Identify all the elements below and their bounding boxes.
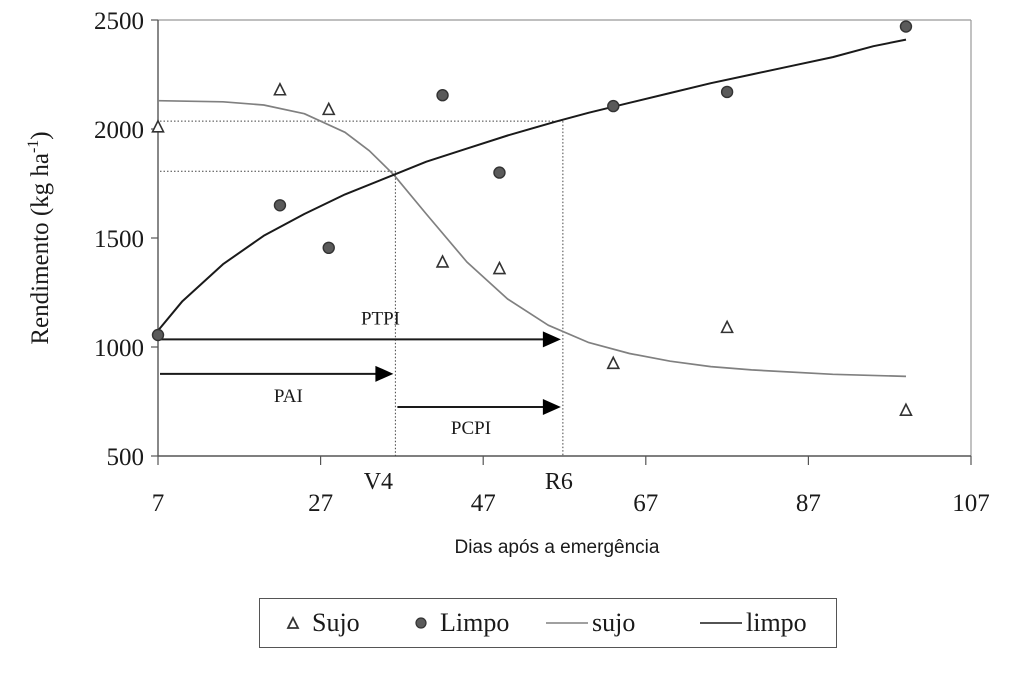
x-tick-label: 67 bbox=[633, 490, 658, 517]
circle-marker-limpo bbox=[436, 89, 449, 102]
legend-item-limpo-line: limpo bbox=[700, 599, 807, 647]
circle-marker-limpo bbox=[607, 99, 620, 113]
stage-label-v4: V4 bbox=[364, 469, 393, 495]
circle-marker-limpo bbox=[273, 199, 287, 212]
triangle-marker-sujo bbox=[606, 355, 621, 370]
triangle-marker-sujo bbox=[899, 402, 913, 417]
circle-marker-limpo bbox=[493, 166, 506, 179]
circle-marker-limpo bbox=[720, 85, 734, 99]
circle-marker-limpo bbox=[151, 328, 165, 342]
circle-marker-limpo bbox=[322, 241, 335, 255]
data-points bbox=[151, 20, 913, 417]
black-line-icon bbox=[700, 622, 742, 624]
y-axis-label: Rendimento (kg ha-1) bbox=[25, 131, 54, 344]
yield-chart: 500 1000 1500 2000 2500 7 27 47 67 87 107 V4 R6 PT… bbox=[25, 8, 990, 558]
x-axis-label: Dias após a emergência bbox=[455, 537, 660, 558]
triangle-marker-sujo bbox=[321, 101, 336, 116]
arrowhead-icon bbox=[542, 398, 561, 415]
triangle-marker-sujo bbox=[273, 81, 287, 96]
x-tick-label: 87 bbox=[796, 490, 821, 517]
arrowhead-icon bbox=[542, 331, 561, 348]
y-tick-label: 2500 bbox=[94, 8, 144, 35]
arrowhead-icon bbox=[375, 365, 394, 382]
circle-marker-limpo bbox=[899, 20, 913, 33]
triangle-marker-sujo bbox=[435, 254, 450, 268]
y-tick-label: 1000 bbox=[94, 335, 144, 362]
legend: Sujo Limpo sujo limpo bbox=[259, 598, 837, 648]
legend-label: Sujo bbox=[312, 608, 360, 637]
triangle-marker-sujo bbox=[492, 260, 507, 275]
legend-label: limpo bbox=[746, 608, 807, 637]
plot-frame bbox=[158, 19, 972, 456]
gray-line-icon bbox=[546, 622, 588, 624]
reference-lines: V4 R6 bbox=[160, 120, 573, 495]
circle-icon bbox=[415, 617, 427, 629]
x-tick-label: 7 bbox=[152, 490, 165, 517]
x-tick-label: 47 bbox=[471, 490, 496, 517]
triangle-icon bbox=[286, 616, 300, 629]
annotation-pai: PAI bbox=[274, 386, 303, 407]
fitted-curves bbox=[157, 38, 907, 378]
x-axis: 7 27 47 67 87 107 bbox=[152, 455, 990, 517]
y-tick-label: 1500 bbox=[94, 226, 144, 253]
legend-item-limpo-points: Limpo bbox=[414, 599, 509, 647]
stage-label-r6: R6 bbox=[545, 469, 573, 495]
annotation-pcpi: PCPI bbox=[451, 418, 491, 439]
y-axis: 500 1000 1500 2000 2500 bbox=[94, 8, 159, 471]
legend-item-sujo-line: sujo bbox=[546, 599, 635, 647]
legend-item-sujo-points: Sujo bbox=[286, 599, 360, 647]
curve-limpo bbox=[157, 38, 907, 332]
curve-sujo bbox=[157, 99, 907, 378]
triangle-marker-sujo bbox=[151, 119, 165, 133]
legend-label: sujo bbox=[592, 608, 636, 637]
annotation-ptpi: PTPI bbox=[361, 308, 400, 329]
x-tick-label: 107 bbox=[952, 490, 990, 517]
y-tick-label: 2000 bbox=[94, 117, 144, 144]
x-tick-label: 27 bbox=[308, 490, 333, 517]
triangle-marker-sujo bbox=[720, 319, 734, 334]
period-arrows: PTPI PAI PCPI bbox=[160, 308, 561, 439]
legend-label: Limpo bbox=[440, 608, 510, 637]
y-tick-label: 500 bbox=[107, 444, 145, 471]
